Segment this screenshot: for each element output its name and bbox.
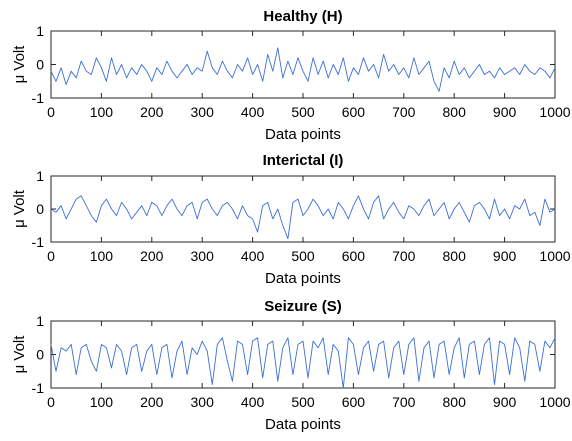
x-tick-label: 0 (47, 104, 55, 120)
x-tick-label: 200 (140, 104, 164, 120)
signal-line (50, 47, 556, 92)
chart-title: Interictal (I) (263, 152, 344, 169)
chart-title: Seizure (S) (264, 298, 342, 315)
x-tick-label: 400 (241, 248, 265, 264)
x-tick-label: 700 (392, 394, 416, 410)
y-tick-label: 0 (36, 57, 44, 73)
x-tick-label: 700 (392, 248, 416, 264)
x-tick-label: 700 (392, 104, 416, 120)
x-tick-label: 200 (140, 394, 164, 410)
x-tick-label: 200 (140, 248, 164, 264)
x-tick-label: 0 (47, 248, 55, 264)
x-tick-label: 600 (342, 394, 366, 410)
x-tick-label: 100 (90, 104, 114, 120)
x-tick-label: 800 (443, 248, 467, 264)
x-axis-label: Data points (265, 416, 341, 433)
x-tick-label: 400 (241, 394, 265, 410)
x-tick-label: 500 (291, 394, 315, 410)
y-tick-label: -1 (32, 234, 45, 250)
x-tick-label: 100 (90, 394, 114, 410)
x-tick-label: 100 (90, 248, 114, 264)
y-axis-label: μ Volt (11, 189, 28, 228)
y-tick-label: -1 (32, 90, 45, 106)
x-tick-label: 900 (493, 248, 517, 264)
x-tick-label: 600 (342, 104, 366, 120)
y-tick-label: 0 (36, 347, 44, 363)
x-tick-label: 1000 (539, 104, 570, 120)
y-axis-label: μ Volt (11, 335, 28, 374)
y-axis-label: μ Volt (11, 45, 28, 84)
x-axis-label: Data points (265, 270, 341, 287)
x-tick-label: 300 (191, 248, 215, 264)
y-tick-label: 1 (36, 168, 44, 184)
x-tick-label: 800 (443, 104, 467, 120)
x-tick-label: 900 (493, 104, 517, 120)
x-tick-label: 300 (191, 394, 215, 410)
chart-title: Healthy (H) (263, 8, 342, 25)
x-tick-label: 500 (291, 248, 315, 264)
x-tick-label: 500 (291, 104, 315, 120)
x-tick-label: 300 (191, 104, 215, 120)
x-tick-label: 600 (342, 248, 366, 264)
x-tick-label: 800 (443, 394, 467, 410)
signal-line (50, 337, 556, 389)
signal-line (50, 195, 556, 240)
y-tick-label: 1 (36, 23, 44, 39)
x-tick-label: 0 (47, 394, 55, 410)
x-tick-label: 400 (241, 104, 265, 120)
x-axis-label: Data points (265, 126, 341, 143)
y-tick-label: 0 (36, 201, 44, 217)
plot-frame (50, 320, 556, 389)
y-tick-label: 1 (36, 313, 44, 329)
x-tick-label: 1000 (539, 248, 570, 264)
y-tick-label: -1 (32, 380, 45, 396)
x-tick-label: 900 (493, 394, 517, 410)
x-tick-label: 1000 (539, 394, 570, 410)
